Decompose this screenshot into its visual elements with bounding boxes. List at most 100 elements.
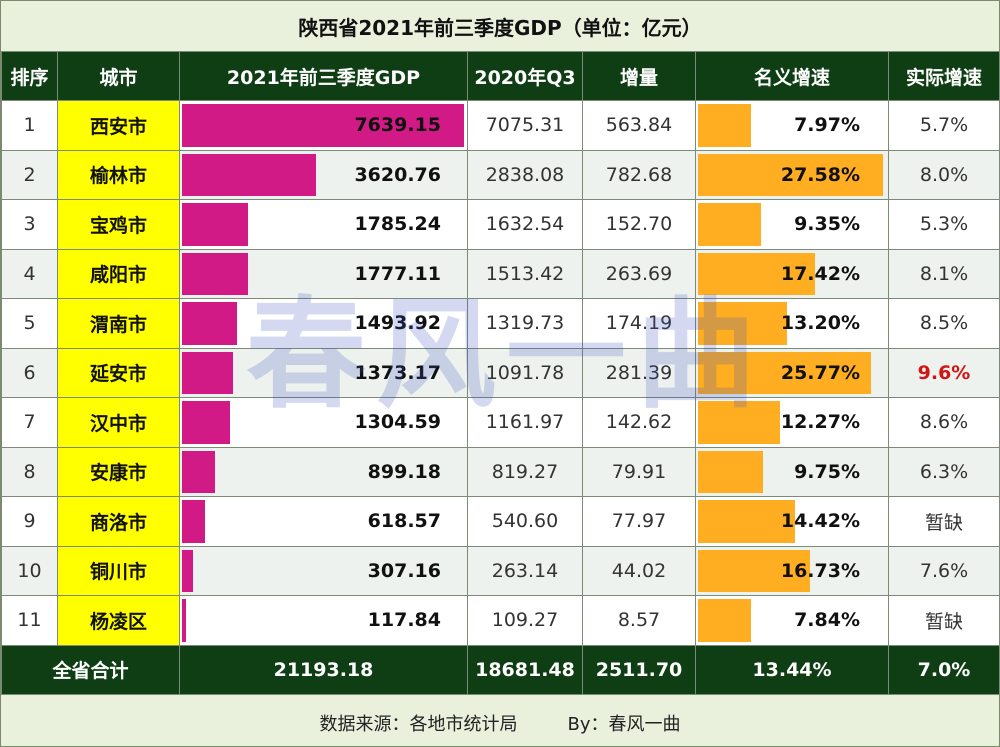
gdp-bar xyxy=(182,104,464,147)
city-cell: 榆林市 xyxy=(57,149,180,200)
gdp-cell: 1304.59 xyxy=(179,397,468,448)
nominal-growth-value: 9.35% xyxy=(794,213,860,236)
gdp-value: 3620.76 xyxy=(354,163,441,186)
gdp-bar xyxy=(182,351,233,394)
nominal-growth-bar xyxy=(698,351,871,394)
total-label: 全省合计 xyxy=(1,644,180,695)
gdp-value: 1777.11 xyxy=(354,262,441,285)
increase-cell: 142.62 xyxy=(582,397,696,448)
gdp-value: 1373.17 xyxy=(354,361,441,384)
gdp-value: 117.84 xyxy=(367,609,441,632)
real-growth-cell: 8.1% xyxy=(888,248,1000,299)
gdp-cell: 1777.11 xyxy=(179,248,468,299)
real-growth-cell: 6.3% xyxy=(888,446,1000,497)
city-cell: 宝鸡市 xyxy=(57,199,180,250)
nominal-growth-bar xyxy=(698,302,787,345)
city-cell: 渭南市 xyxy=(57,298,180,349)
rank-cell: 4 xyxy=(1,248,58,299)
nominal-growth-cell: 7.97% xyxy=(695,100,889,151)
header-gdp-2021: 2021年前三季度GDP xyxy=(179,51,468,101)
rank-cell: 11 xyxy=(1,595,58,646)
nominal-growth-value: 7.97% xyxy=(794,114,860,137)
nominal-growth-value: 27.58% xyxy=(780,163,860,186)
gdp-cell: 1785.24 xyxy=(179,199,468,250)
nominal-growth-cell: 14.42% xyxy=(695,496,889,547)
nominal-growth-bar xyxy=(698,401,781,444)
nominal-growth-value: 17.42% xyxy=(780,262,860,285)
nominal-growth-cell: 27.58% xyxy=(695,149,889,200)
gdp-value: 1304.59 xyxy=(354,411,441,434)
city-cell: 西安市 xyxy=(57,100,180,151)
gdp-bar xyxy=(182,450,216,493)
q3-2020-cell: 109.27 xyxy=(467,595,583,646)
gdp-bar xyxy=(182,153,316,196)
gdp-cell: 1373.17 xyxy=(179,347,468,398)
gdp-table: 排序 城市 2021年前三季度GDP 2020年Q3 增量 名义增速 实际增速 … xyxy=(1,51,1000,695)
increase-cell: 77.97 xyxy=(582,496,696,547)
increase-cell: 152.70 xyxy=(582,199,696,250)
header-q3-2020: 2020年Q3 xyxy=(467,51,583,101)
q3-2020-cell: 1091.78 xyxy=(467,347,583,398)
nominal-growth-cell: 13.20% xyxy=(695,298,889,349)
table-row: 4 咸阳市 1777.11 1513.42 263.69 17.42% 8.1% xyxy=(1,248,1000,299)
nominal-growth-cell: 12.27% xyxy=(695,397,889,448)
real-growth-cell: 5.3% xyxy=(888,199,1000,250)
table-row: 2 榆林市 3620.76 2838.08 782.68 27.58% 8.0% xyxy=(1,149,1000,200)
q3-2020-cell: 540.60 xyxy=(467,496,583,547)
nominal-growth-value: 16.73% xyxy=(780,559,860,582)
total-nominal-growth: 13.44% xyxy=(695,644,889,695)
rank-cell: 1 xyxy=(1,100,58,151)
gdp-value: 1493.92 xyxy=(354,312,441,335)
q3-2020-cell: 819.27 xyxy=(467,446,583,497)
total-gdp: 21193.18 xyxy=(179,644,468,695)
author-note: By：春风一曲 xyxy=(567,713,681,735)
increase-cell: 263.69 xyxy=(582,248,696,299)
real-growth-cell: 8.6% xyxy=(888,397,1000,448)
increase-cell: 79.91 xyxy=(582,446,696,497)
gdp-cell: 1493.92 xyxy=(179,298,468,349)
chart-title: 陕西省2021年前三季度GDP（单位：亿元） xyxy=(1,1,999,52)
real-growth-cell: 暂缺 xyxy=(888,496,1000,547)
rank-cell: 10 xyxy=(1,545,58,596)
nominal-growth-bar xyxy=(698,104,752,147)
gdp-cell: 117.84 xyxy=(179,595,468,646)
q3-2020-cell: 263.14 xyxy=(467,545,583,596)
nominal-growth-value: 9.75% xyxy=(794,460,860,483)
gdp-value: 899.18 xyxy=(367,460,441,483)
q3-2020-cell: 7075.31 xyxy=(467,100,583,151)
rank-cell: 2 xyxy=(1,149,58,200)
city-cell: 延安市 xyxy=(57,347,180,398)
nominal-growth-bar xyxy=(698,450,764,493)
real-growth-cell: 5.7% xyxy=(888,100,1000,151)
real-growth-cell: 7.6% xyxy=(888,545,1000,596)
q3-2020-cell: 1632.54 xyxy=(467,199,583,250)
real-growth-cell: 8.0% xyxy=(888,149,1000,200)
header-city: 城市 xyxy=(57,51,180,101)
nominal-growth-value: 25.77% xyxy=(780,361,860,384)
rank-cell: 7 xyxy=(1,397,58,448)
city-cell: 商洛市 xyxy=(57,496,180,547)
increase-cell: 281.39 xyxy=(582,347,696,398)
q3-2020-cell: 1161.97 xyxy=(467,397,583,448)
increase-cell: 44.02 xyxy=(582,545,696,596)
gdp-cell: 7639.15 xyxy=(179,100,468,151)
city-cell: 杨凌区 xyxy=(57,595,180,646)
rank-cell: 6 xyxy=(1,347,58,398)
rank-cell: 8 xyxy=(1,446,58,497)
real-growth-cell: 暂缺 xyxy=(888,595,1000,646)
rank-cell: 3 xyxy=(1,199,58,250)
gdp-bar xyxy=(182,549,194,592)
gdp-bar xyxy=(182,203,248,246)
nominal-growth-cell: 9.35% xyxy=(695,199,889,250)
gdp-cell: 307.16 xyxy=(179,545,468,596)
nominal-growth-value: 14.42% xyxy=(780,510,860,533)
rank-cell: 9 xyxy=(1,496,58,547)
header-rank: 排序 xyxy=(1,51,58,101)
nominal-growth-value: 13.20% xyxy=(780,312,860,335)
table-row: 5 渭南市 1493.92 1319.73 174.19 13.20% 8.5% xyxy=(1,298,1000,349)
nominal-growth-cell: 7.84% xyxy=(695,595,889,646)
header-real-growth: 实际增速 xyxy=(888,51,1000,101)
gdp-bar xyxy=(182,302,238,345)
city-cell: 铜川市 xyxy=(57,545,180,596)
